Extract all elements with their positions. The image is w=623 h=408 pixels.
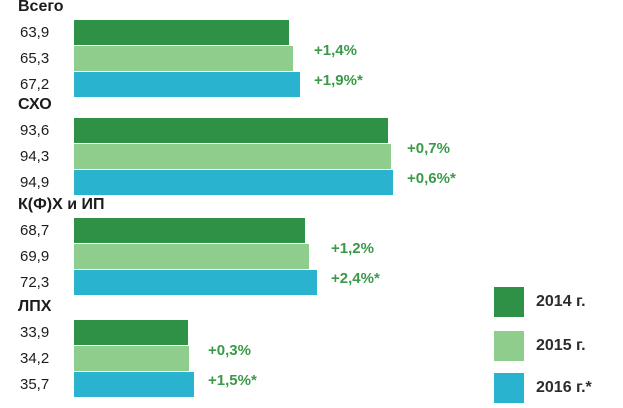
value-label: 93,6: [20, 122, 50, 139]
change-label: +1,2%: [331, 240, 374, 257]
bar: [74, 218, 305, 243]
value-label: 65,3: [20, 50, 50, 67]
legend-label: 2016 г.*: [536, 379, 592, 396]
bar: [74, 346, 189, 371]
group-title: СХО: [18, 96, 52, 113]
change-label: +1,9%*: [314, 72, 363, 89]
bar: [74, 270, 317, 295]
bar: [74, 244, 309, 269]
value-label: 34,2: [20, 350, 50, 367]
group-title: К(Ф)Х и ИП: [18, 196, 105, 213]
bar: [74, 372, 194, 397]
value-label: 94,3: [20, 148, 50, 165]
bar: [74, 72, 300, 97]
value-label: 69,9: [20, 248, 50, 265]
change-label: +0,7%: [407, 140, 450, 157]
value-label: 68,7: [20, 222, 50, 239]
bar: [74, 46, 293, 71]
change-label: +1,4%: [314, 42, 357, 59]
group-title: ЛПХ: [18, 298, 52, 315]
value-label: 33,9: [20, 324, 50, 341]
bar: [74, 118, 388, 143]
bar: [74, 20, 289, 45]
value-label: 35,7: [20, 376, 50, 393]
change-label: +1,5%*: [208, 372, 257, 389]
value-label: 72,3: [20, 274, 50, 291]
change-label: +0,6%*: [407, 170, 456, 187]
bar: [74, 144, 391, 169]
legend-swatch: [494, 287, 524, 317]
legend-swatch: [494, 331, 524, 361]
legend-label: 2014 г.: [536, 293, 586, 310]
change-label: +2,4%*: [331, 270, 380, 287]
bar: [74, 320, 188, 345]
change-label: +0,3%: [208, 342, 251, 359]
value-label: 63,9: [20, 24, 50, 41]
value-label: 94,9: [20, 174, 50, 191]
value-label: 67,2: [20, 76, 50, 93]
bar: [74, 170, 393, 195]
legend-swatch: [494, 373, 524, 403]
legend-label: 2015 г.: [536, 337, 586, 354]
group-title: Всего: [18, 0, 64, 15]
